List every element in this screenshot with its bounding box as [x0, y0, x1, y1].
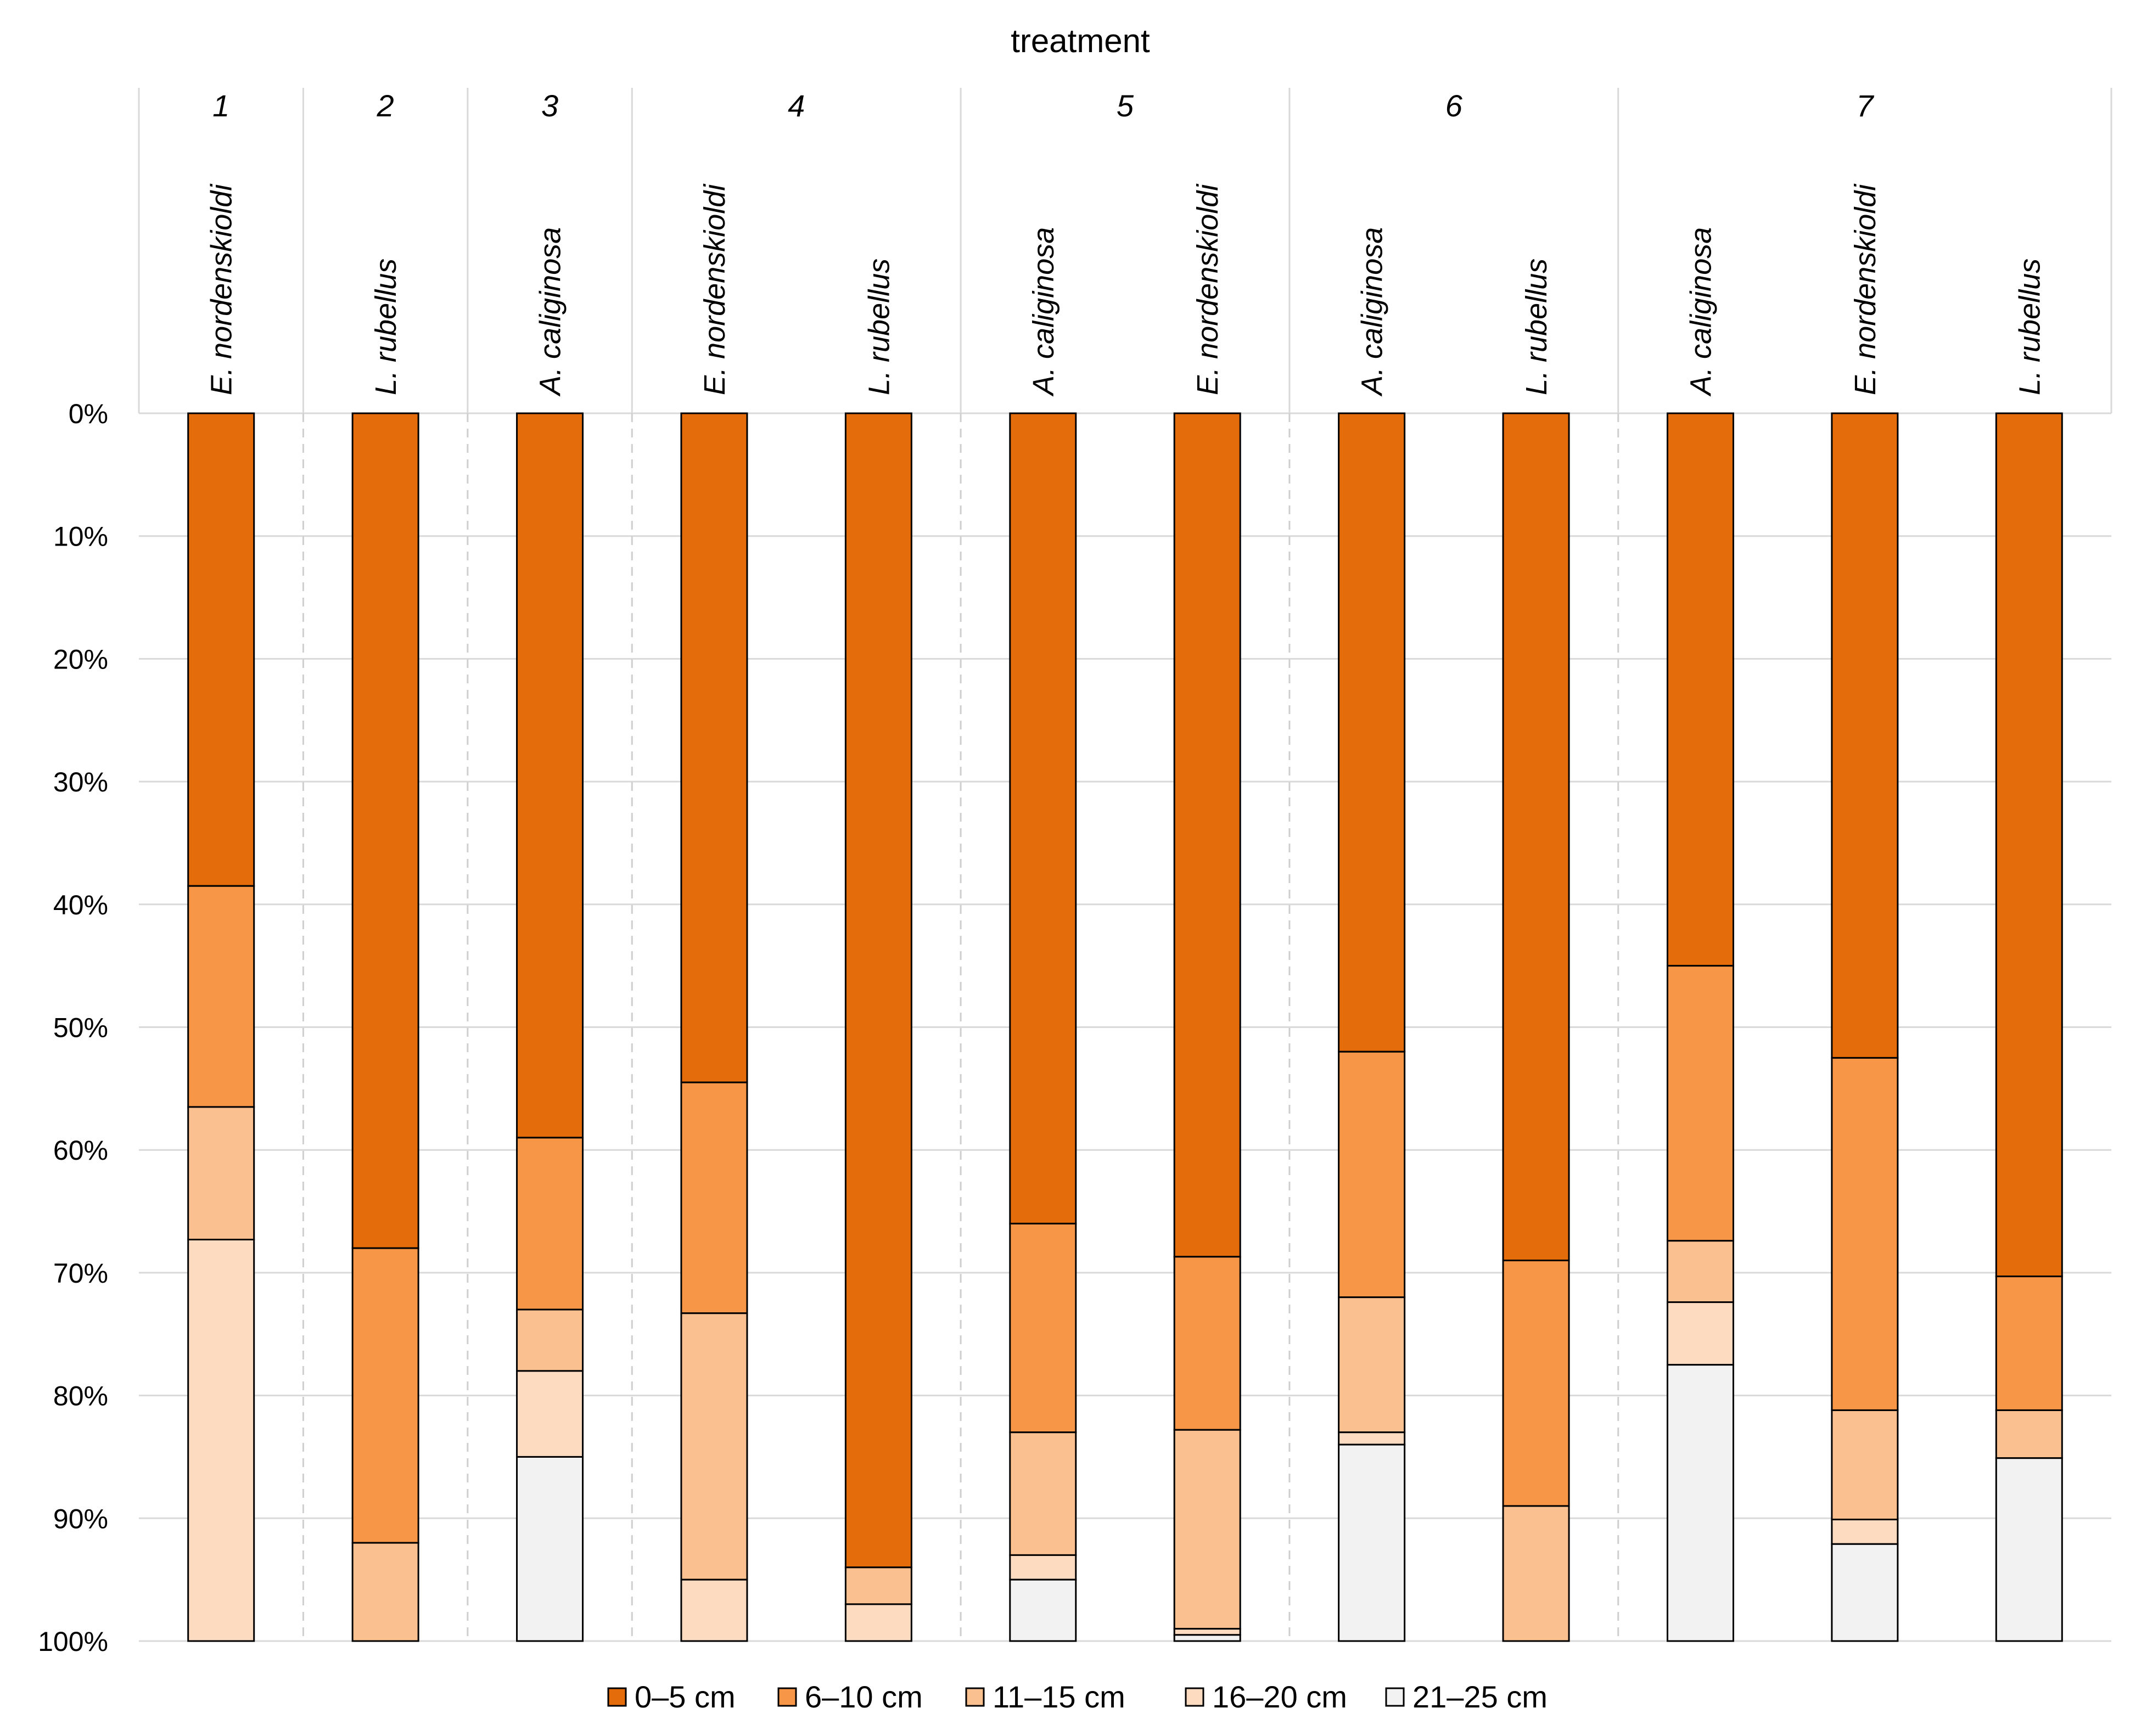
bar-segment	[844, 1566, 912, 1605]
y-tick-label: 70%	[53, 1258, 108, 1289]
bar-segment	[1995, 1276, 2063, 1411]
bar-segment	[516, 1370, 584, 1458]
treatment-separators	[138, 88, 2112, 1641]
treatment-header: 1 2 3 4 5 6 7 E. nordenskioldi L. rubellus A. cal…	[205, 88, 2047, 397]
bar-segment	[187, 1239, 255, 1642]
bar-segment	[1831, 1057, 1899, 1411]
species-label: A. caliginosa	[1356, 227, 1389, 397]
bar-segment	[1009, 1554, 1077, 1581]
y-tick-label: 0%	[69, 398, 108, 429]
bar-segment	[1173, 1628, 1241, 1636]
y-tick-label: 50%	[53, 1013, 108, 1043]
y-axis: 0% 10% 20% 30% 40% 50% 60% 70% 80% 90% 100%	[38, 398, 108, 1657]
bar-segment	[1995, 1457, 2063, 1642]
bar-segment	[1831, 1543, 1899, 1642]
y-tick-label: 60%	[53, 1135, 108, 1166]
bar-segment	[1338, 1443, 1406, 1642]
species-label: E. nordenskioldi	[205, 183, 238, 395]
bar-segment	[516, 1137, 584, 1311]
legend-swatch	[777, 1687, 797, 1707]
bar-segment	[1173, 1256, 1241, 1431]
bar-segment	[351, 1247, 419, 1544]
legend-swatch	[1185, 1687, 1204, 1707]
species-label: L. rubellus	[369, 259, 402, 395]
chart-title: treatment	[1011, 23, 1150, 59]
y-tick-label: 90%	[53, 1503, 108, 1534]
legend-swatch	[965, 1687, 985, 1707]
bar-segment	[516, 1456, 584, 1642]
treatment-number-label: 5	[1117, 88, 1134, 123]
bar-segment	[1338, 412, 1406, 1053]
bar-segment	[1831, 1519, 1899, 1545]
species-label: A. caliginosa	[1684, 227, 1717, 397]
species-label: L. rubellus	[862, 259, 895, 395]
bar-segment	[1666, 1301, 1734, 1366]
treatment-number-label: 3	[541, 88, 558, 123]
species-label: E. nordenskioldi	[1191, 183, 1224, 395]
bar-segment	[1502, 412, 1570, 1262]
species-label: E. nordenskioldi	[698, 183, 731, 395]
bar-segment	[1666, 1364, 1734, 1642]
bar-segment	[680, 1081, 748, 1314]
species-label: E. nordenskioldi	[1849, 183, 1882, 395]
bar-segment	[1338, 1050, 1406, 1299]
treatment-number-label: 1	[212, 88, 229, 123]
legend-label: 11–15 cm	[993, 1679, 1125, 1714]
bar-segment	[680, 412, 748, 1083]
legend-label: 21–25 cm	[1412, 1679, 1548, 1714]
bar-segment	[516, 412, 584, 1139]
bar-segment	[1995, 412, 2063, 1278]
species-label: L. rubellus	[1520, 259, 1553, 395]
bar-segment	[1995, 1409, 2063, 1459]
legend-label: 16–20 cm	[1212, 1679, 1347, 1714]
bar-segment	[351, 1542, 419, 1642]
treatment-number-label: 7	[1856, 88, 1874, 123]
legend-label: 6–10 cm	[805, 1679, 923, 1714]
bar-segment	[1666, 1240, 1734, 1304]
bar-segment	[1831, 1409, 1899, 1521]
treatment-number-label: 6	[1445, 88, 1463, 123]
treatment-number-label: 2	[377, 88, 394, 123]
bar-segment	[1173, 1634, 1241, 1642]
bar-segment	[844, 1603, 912, 1642]
bar-segment	[516, 1308, 584, 1372]
bar-segment	[187, 412, 255, 887]
species-label: L. rubellus	[2013, 259, 2046, 395]
bar-segment	[1009, 412, 1077, 1224]
bar-segment	[187, 885, 255, 1108]
species-label: A. caliginosa	[1027, 227, 1060, 397]
y-tick-label: 10%	[53, 521, 108, 552]
bar-segment	[1009, 1222, 1077, 1434]
bar-segment	[1338, 1431, 1406, 1446]
bar-segment	[680, 1578, 748, 1642]
y-tick-label: 20%	[53, 644, 108, 675]
bar-segment	[1173, 1429, 1241, 1630]
legend: 0–5 cm 6–10 cm 11–15 cm 16–20 cm 21–25 cm	[607, 1679, 1548, 1714]
bar-segment	[187, 1106, 255, 1241]
legend-label: 0–5 cm	[635, 1679, 736, 1714]
bar-segment	[1009, 1578, 1077, 1642]
y-tick-label: 30%	[53, 767, 108, 797]
bar-segment	[351, 412, 419, 1249]
bar-segment	[844, 412, 912, 1569]
bar-segment	[680, 1312, 748, 1581]
treatment-number-label: 4	[788, 88, 805, 123]
bars	[187, 412, 2063, 1642]
legend-swatch	[607, 1687, 627, 1707]
bar-segment	[1666, 412, 1734, 967]
bar-segment	[1009, 1431, 1077, 1556]
y-tick-label: 100%	[38, 1626, 108, 1657]
species-label: A. caliginosa	[534, 227, 567, 397]
y-tick-label: 40%	[53, 890, 108, 920]
bar-segment	[1502, 1505, 1570, 1642]
bar-segment	[1338, 1296, 1406, 1434]
y-tick-label: 80%	[53, 1381, 108, 1412]
bar-segment	[1502, 1260, 1570, 1507]
bar-segment	[1666, 965, 1734, 1242]
gridlines	[139, 412, 2111, 1642]
bar-segment	[1831, 412, 1899, 1059]
bar-segment	[1173, 412, 1241, 1258]
legend-swatch	[1385, 1687, 1405, 1707]
